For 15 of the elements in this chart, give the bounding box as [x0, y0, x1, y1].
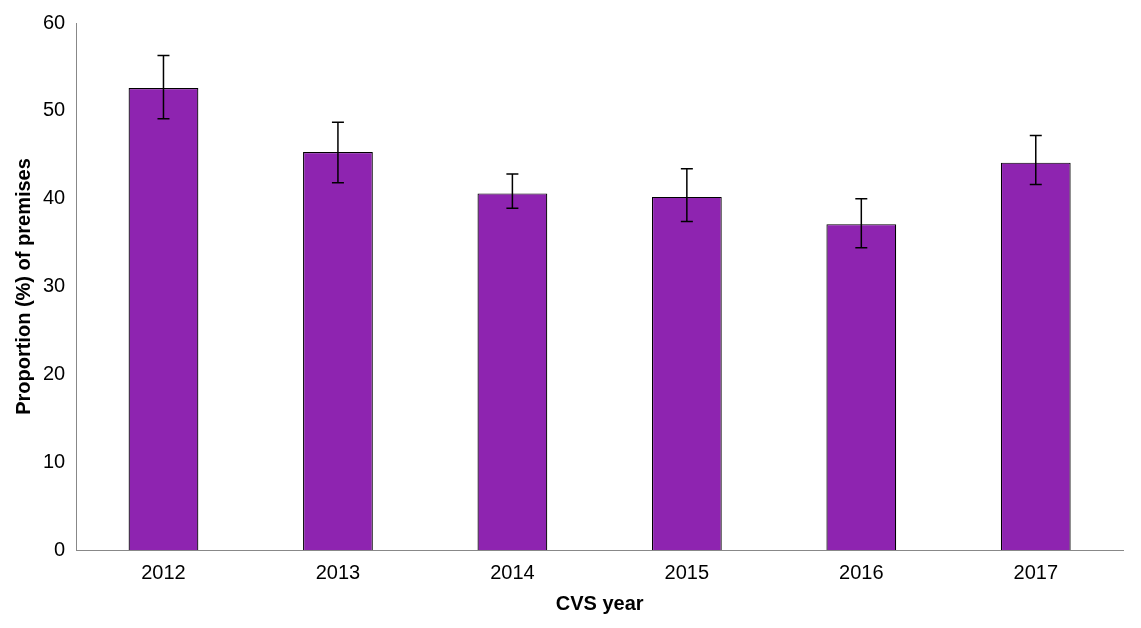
y-tick-label: 50 — [43, 98, 66, 121]
x-tick-label: 2017 — [1013, 560, 1059, 583]
x-tick-label: 2013 — [315, 560, 361, 583]
x-axis-title: CVS year — [555, 591, 644, 614]
x-tick-label: 2014 — [490, 560, 535, 583]
y-tick-label: 30 — [43, 274, 66, 297]
x-tick-label: 2015 — [664, 560, 710, 583]
y-tick-label: 10 — [43, 449, 66, 472]
y-tick-label: 0 — [54, 537, 66, 560]
y-axis-title: Proportion (%) of premises — [11, 158, 34, 415]
x-tick-label: 2016 — [839, 560, 884, 583]
y-tick-label: 40 — [43, 186, 66, 209]
y-tick-label: 20 — [43, 361, 66, 384]
x-tick-label: 2012 — [141, 560, 186, 583]
y-tick-label: 60 — [43, 10, 66, 33]
